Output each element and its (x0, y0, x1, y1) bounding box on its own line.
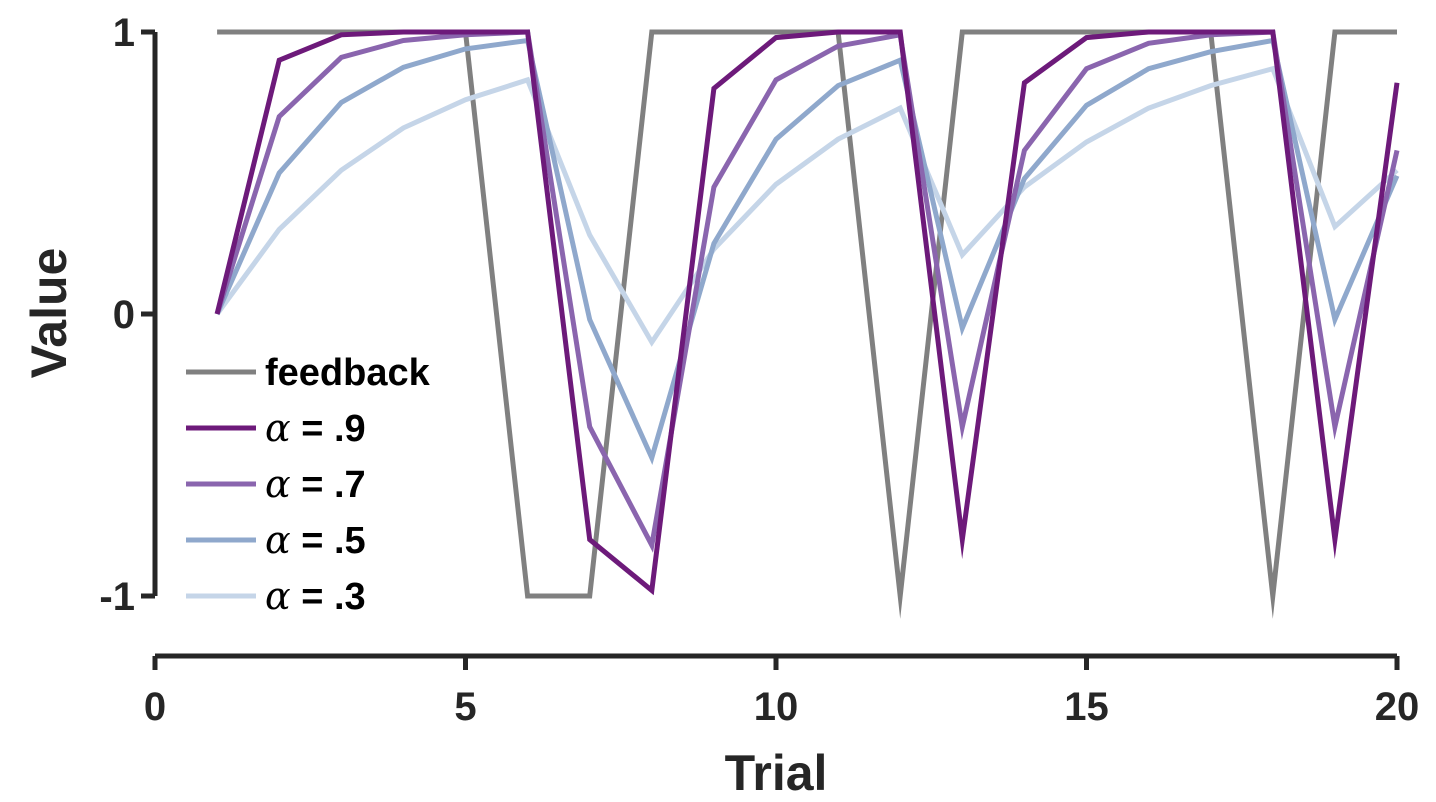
series-line-2 (214, 29, 1400, 553)
series-line-4 (215, 65, 1399, 347)
x-tick-label: 5 (454, 685, 476, 729)
y-tick-label: 0 (113, 293, 135, 337)
x-axis-title: Trial (725, 745, 828, 801)
series-line-0 (217, 29, 1397, 619)
legend-label: α = .3 (265, 574, 366, 618)
x-axis: 0 5 10 15 20 (144, 653, 1420, 729)
series-line-1 (214, 29, 1400, 596)
legend: feedback α = .9 α = .7 α = .5 α = .3 (186, 352, 431, 618)
y-tick-label: 1 (113, 11, 135, 55)
series-line-3 (214, 37, 1400, 466)
y-axis: -1 0 1 (99, 11, 158, 619)
x-tick-label: 15 (1064, 685, 1109, 729)
x-tick-label: 20 (1375, 685, 1420, 729)
x-tick-label: 10 (754, 685, 799, 729)
legend-label: feedback (265, 352, 431, 394)
series-layer (214, 29, 1400, 619)
legend-label: α = .7 (265, 462, 366, 506)
x-tick-label: 0 (144, 685, 166, 729)
y-axis-title: Value (21, 248, 77, 379)
y-tick-label: -1 (99, 575, 135, 619)
legend-label: α = .5 (265, 518, 366, 562)
legend-label: α = .9 (265, 406, 366, 450)
